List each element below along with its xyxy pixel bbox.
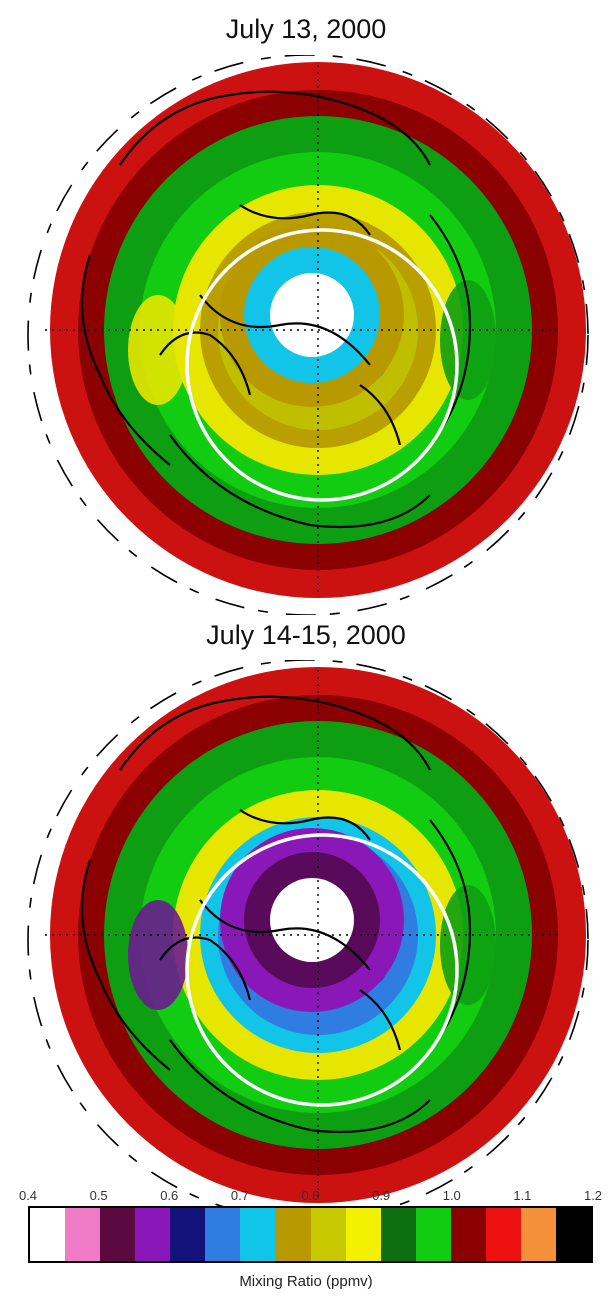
map-title-july-13: July 13, 2000	[225, 14, 387, 44]
coastline-path	[199, 294, 371, 366]
coastline-path	[119, 90, 431, 166]
coastline-path	[169, 1039, 431, 1134]
coastline-path	[159, 936, 252, 1001]
colorbar-tick-label: 0.7	[230, 1188, 249, 1203]
colorbar-segment	[450, 1208, 486, 1261]
coastline-path	[159, 331, 252, 396]
projection-outline	[27, 55, 589, 615]
colorbar-tick-label: 0.8	[301, 1188, 320, 1203]
colorbar-segment	[485, 1208, 521, 1261]
colorbar: 0.4 0.5 0.6 0.7 0.8 0.9 1.0 1.1 1.2 Mixing Ratio…	[0, 1188, 612, 1309]
polar-map-july-13	[27, 55, 589, 615]
colorbar-segment	[555, 1208, 591, 1261]
coastline-path	[359, 384, 402, 446]
colorbar-segment	[345, 1208, 381, 1261]
coastline-path	[169, 434, 431, 529]
coastline-path	[359, 989, 402, 1051]
colorbar-segment	[65, 1208, 101, 1261]
colorbar-segment	[520, 1208, 556, 1261]
coastline-path	[239, 204, 371, 236]
colorbar-segment	[275, 1208, 311, 1261]
colorbar-tick-label: 0.4	[18, 1188, 38, 1203]
coastline-path	[429, 819, 472, 1051]
colorbar-segment	[240, 1208, 276, 1261]
coastlines	[80, 90, 472, 529]
coastlines	[80, 695, 472, 1134]
colorbar-tick-label: 1.1	[513, 1188, 532, 1203]
mixing-ratio-patch	[440, 885, 496, 1005]
mixing-ratio-patch	[440, 280, 496, 400]
colorbar-segment	[205, 1208, 241, 1261]
colorbar-tick-label: 0.5	[89, 1188, 108, 1203]
coastline-path	[429, 214, 472, 446]
colorbar-segment	[135, 1208, 171, 1261]
colorbar-tick-label: 0.6	[160, 1188, 179, 1203]
mixing-ratio-patch	[128, 900, 188, 1010]
coastline-path	[119, 695, 431, 771]
colorbar-tick-label: 1.2	[583, 1188, 603, 1203]
colorbar-tick-label: 0.9	[372, 1188, 391, 1203]
colorbar-segment	[380, 1208, 416, 1261]
colorbar-tick-label: 1.0	[442, 1188, 461, 1203]
colorbar-segment	[415, 1208, 451, 1261]
colorbar-segment	[310, 1208, 346, 1261]
coastline-path	[199, 899, 371, 971]
coastline-path	[80, 859, 171, 1071]
coastline-path	[239, 809, 371, 841]
polar-map-july-14-15	[27, 660, 589, 1220]
projection-outline	[27, 660, 589, 1220]
colorbar-segment	[170, 1208, 206, 1261]
vortex-core-band	[270, 273, 354, 357]
mixing-ratio-patch	[128, 295, 188, 405]
white-reference-circle	[185, 833, 459, 1107]
coastline-path	[80, 254, 171, 466]
colorbar-bar	[28, 1206, 593, 1263]
map-title-july-14-15: July 14-15, 2000	[206, 620, 406, 650]
white-reference-circle	[185, 228, 459, 502]
colorbar-segment	[100, 1208, 136, 1261]
colorbar-segment	[30, 1208, 66, 1261]
vortex-core-band	[270, 878, 354, 962]
colorbar-label: Mixing Ratio (ppmv)	[239, 1273, 373, 1290]
